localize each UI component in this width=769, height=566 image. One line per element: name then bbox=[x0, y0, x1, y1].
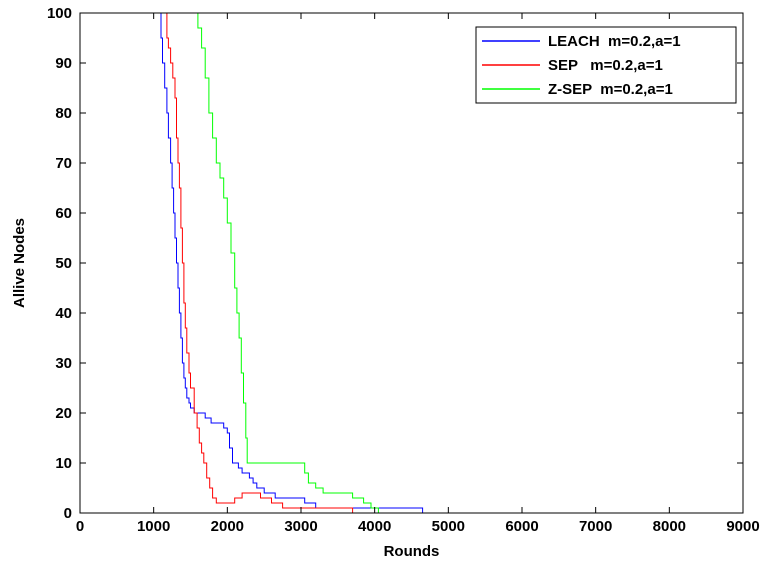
legend: LEACH m=0.2,a=1 SEP m=0.2,a=1 Z-SEP m=0.2,… bbox=[476, 27, 736, 103]
x-tick-label: 6000 bbox=[505, 518, 538, 535]
x-tick-label: 7000 bbox=[579, 518, 612, 535]
x-tick-label: 2000 bbox=[211, 518, 244, 535]
y-tick-label: 0 bbox=[64, 505, 72, 522]
x-tick-label: 5000 bbox=[432, 518, 465, 535]
y-axis-label: Allive Nodes bbox=[11, 218, 28, 308]
legend-entry-label: SEP m=0.2,a=1 bbox=[548, 57, 663, 74]
y-tick-label: 10 bbox=[55, 455, 72, 472]
x-tick-label: 8000 bbox=[653, 518, 686, 535]
x-axis-label: Rounds bbox=[384, 543, 440, 560]
x-tick-label: 1000 bbox=[137, 518, 170, 535]
y-tick-label: 40 bbox=[55, 305, 72, 322]
y-tick-label: 20 bbox=[55, 405, 72, 422]
x-tick-label: 9000 bbox=[726, 518, 759, 535]
y-tick-label: 30 bbox=[55, 355, 72, 372]
legend-entry-label: LEACH m=0.2,a=1 bbox=[548, 33, 681, 50]
y-tick-label: 90 bbox=[55, 55, 72, 72]
y-tick-label: 80 bbox=[55, 105, 72, 122]
y-tick-label: 100 bbox=[47, 5, 72, 22]
y-tick-label: 70 bbox=[55, 155, 72, 172]
y-tick-label: 60 bbox=[55, 205, 72, 222]
y-tick-label: 50 bbox=[55, 255, 72, 272]
legend-entry-label: Z-SEP m=0.2,a=1 bbox=[548, 81, 673, 98]
x-tick-label: 3000 bbox=[284, 518, 317, 535]
x-tick-label: 0 bbox=[76, 518, 84, 535]
x-tick-label: 4000 bbox=[358, 518, 391, 535]
